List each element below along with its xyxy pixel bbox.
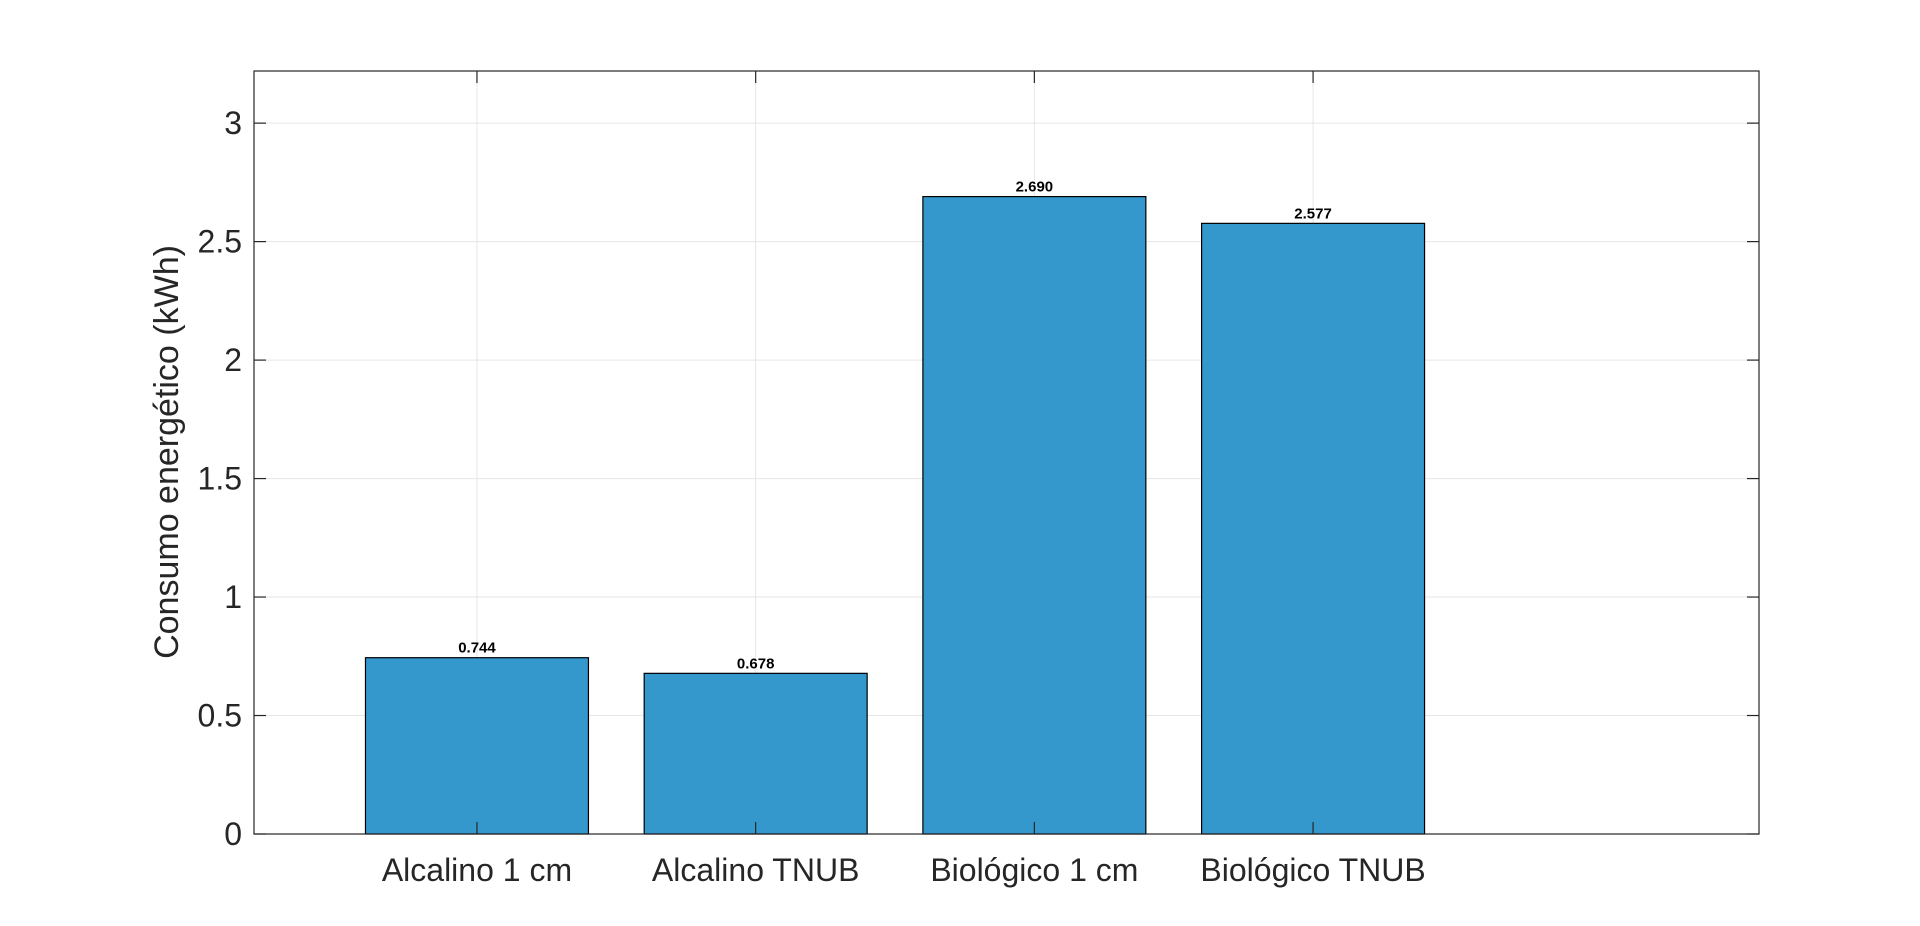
bar: [922, 195, 1147, 835]
y-tick-label: 0.5: [198, 698, 242, 734]
y-tick-label: 1: [224, 579, 242, 615]
x-tick-label: Alcalino 1 cm: [382, 852, 572, 888]
bar: [643, 672, 868, 835]
y-tick-label: 1.5: [198, 461, 242, 497]
bar-value-label: 2.577: [1294, 205, 1332, 222]
x-tick-label: Alcalino TNUB: [652, 852, 859, 888]
data-labels: 0.744 0.678 2.690 2.577: [458, 179, 1332, 673]
x-tick-label: Biológico TNUB: [1200, 852, 1425, 888]
bar-value-label: 0.744: [458, 640, 496, 657]
y-tick-label: 0: [224, 816, 242, 852]
bars: [364, 195, 1426, 835]
bar-value-label: 0.678: [737, 655, 775, 672]
bar-value-label: 2.690: [1016, 179, 1054, 196]
ticks: 0 0.5 1 1.5 2 2.5 3 Alcalino 1 cm Alcalino TNUB B…: [198, 71, 1759, 888]
bar: [364, 657, 590, 835]
y-axis-title: Consumo energético (kWh): [148, 245, 186, 659]
y-tick-label: 2.5: [198, 224, 242, 260]
x-tick-label: Biológico 1 cm: [930, 852, 1138, 888]
y-tick-label: 2: [224, 342, 242, 378]
bar: [1200, 222, 1426, 835]
y-tick-label: 3: [224, 105, 242, 141]
plot-frame: [253, 70, 1760, 835]
